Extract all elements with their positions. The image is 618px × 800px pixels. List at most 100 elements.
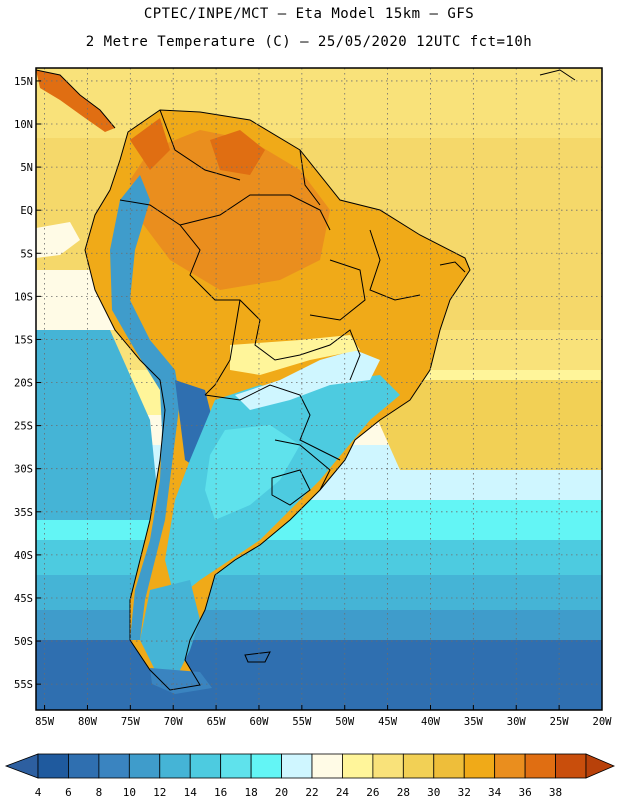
mild-region bbox=[230, 335, 360, 375]
country-borders bbox=[36, 69, 576, 691]
pacific-cool-tongue bbox=[36, 330, 160, 520]
chart-title-line1: CPTEC/INPE/MCT – Eta Model 15km – GFS bbox=[143, 6, 475, 22]
pacific-cool-tongue bbox=[36, 270, 120, 330]
colorbar-swatch bbox=[372, 753, 404, 779]
colorbar-swatch bbox=[433, 753, 465, 779]
longitude-axis: 85W 80W 75W 70W 65W 60W 55W 50W 45W 40W 35W 30W 25W 2… bbox=[35, 705, 612, 728]
lat-tick-label: 20S bbox=[14, 378, 33, 390]
colorbar-label: 22 bbox=[305, 786, 318, 799]
colorbar-label: 38 bbox=[549, 786, 562, 799]
lat-tick-label: 35S bbox=[14, 507, 33, 519]
colorbar-swatch bbox=[128, 753, 161, 779]
colorbar-label: 18 bbox=[244, 786, 257, 799]
ocean-band bbox=[36, 68, 602, 138]
colorbar-label: 8 bbox=[96, 786, 103, 799]
colorbar-swatch bbox=[189, 753, 222, 779]
lon-tick-label: 80W bbox=[78, 716, 98, 728]
colorbar-swatch bbox=[37, 753, 69, 779]
colorbar-swatch bbox=[68, 753, 100, 779]
colorbar-label: 4 bbox=[35, 786, 42, 799]
border-line bbox=[299, 149, 321, 206]
border-line bbox=[159, 109, 241, 181]
colorbar-label: 6 bbox=[65, 786, 72, 799]
colorbar-swatch bbox=[402, 753, 435, 779]
border-line bbox=[274, 439, 331, 491]
border-line bbox=[204, 299, 241, 396]
lon-tick-label: 50W bbox=[335, 716, 355, 728]
lon-tick-label: 25W bbox=[550, 716, 570, 728]
colorbar-label: 10 bbox=[123, 786, 136, 799]
lat-tick-label: 25S bbox=[14, 421, 33, 433]
colorbar-swatch bbox=[555, 753, 587, 779]
colorbar-swatch bbox=[98, 753, 130, 779]
lat-tick-label: 50S bbox=[14, 636, 33, 648]
lat-tick-label: 5N bbox=[20, 162, 33, 174]
lat-tick-label: 5S bbox=[20, 248, 33, 260]
colorbar-swatch bbox=[342, 753, 374, 779]
map-frame bbox=[35, 67, 603, 711]
lon-tick-label: 55W bbox=[292, 716, 312, 728]
lon-tick-label: 65W bbox=[207, 716, 227, 728]
lon-tick-label: 40W bbox=[421, 716, 441, 728]
colorbar-high-arrow bbox=[585, 753, 616, 779]
colorbar-label: 16 bbox=[214, 786, 227, 799]
graticule bbox=[36, 68, 603, 710]
galapagos-cool-spot bbox=[36, 222, 80, 258]
colorbar-swatch bbox=[250, 753, 282, 779]
lat-tick-label: EQ bbox=[20, 205, 33, 217]
border-line bbox=[309, 259, 366, 321]
lon-tick-label: 45W bbox=[378, 716, 398, 728]
mild-region bbox=[235, 350, 380, 410]
colorbar-swatch bbox=[524, 753, 556, 779]
colorbar-label: 24 bbox=[336, 786, 350, 799]
border-line bbox=[36, 69, 116, 129]
border-line bbox=[244, 651, 271, 663]
lat-tick-label: 55S bbox=[14, 679, 33, 691]
central-america bbox=[36, 70, 115, 132]
colorbar-swatch bbox=[159, 753, 191, 779]
colorbar-label: 14 bbox=[184, 786, 198, 799]
colorbar-label: 28 bbox=[397, 786, 410, 799]
ocean-band bbox=[36, 610, 602, 640]
lon-tick-label: 30W bbox=[507, 716, 527, 728]
colorbar-swatch bbox=[220, 753, 252, 779]
hot-region bbox=[130, 130, 330, 290]
lat-tick-label: 15N bbox=[14, 76, 33, 88]
colorbar-label: 26 bbox=[366, 786, 379, 799]
border-line bbox=[271, 469, 311, 506]
lat-tick-label: 10S bbox=[14, 291, 33, 303]
lat-tick-label: 45S bbox=[14, 593, 33, 605]
lon-tick-label: 75W bbox=[121, 716, 141, 728]
colorbar-label: 30 bbox=[427, 786, 440, 799]
colorbar-label: 12 bbox=[153, 786, 166, 799]
border-line bbox=[369, 229, 421, 301]
hot-region bbox=[210, 130, 265, 175]
colorbar-label: 36 bbox=[518, 786, 531, 799]
cool-region bbox=[165, 375, 400, 600]
latitude-axis: 15N 10N 5N EQ 5S 10S 15S 20S 25S 30S 35S 40S 45S 50S 5… bbox=[14, 76, 41, 691]
lon-tick-label: 35W bbox=[464, 716, 484, 728]
colorbar-swatch bbox=[463, 753, 496, 779]
cool-region bbox=[205, 425, 300, 520]
hot-region bbox=[130, 118, 170, 170]
map-field bbox=[36, 68, 602, 710]
lat-tick-label: 10N bbox=[14, 119, 33, 131]
border-line bbox=[119, 199, 361, 381]
lon-tick-label: 20W bbox=[593, 716, 613, 728]
colorbar-low-arrow bbox=[4, 753, 39, 779]
ocean-band bbox=[36, 540, 602, 575]
atlantic-warm-band bbox=[360, 380, 602, 470]
ocean-band bbox=[36, 575, 602, 610]
colorbar-label: 32 bbox=[458, 786, 471, 799]
lon-tick-label: 70W bbox=[164, 716, 184, 728]
lon-tick-label: 60W bbox=[249, 716, 269, 728]
colorbar-swatch bbox=[281, 753, 313, 779]
lat-tick-label: 30S bbox=[14, 464, 33, 476]
colorbar-label: 34 bbox=[488, 786, 502, 799]
colorbar-swatch bbox=[494, 753, 526, 779]
tierra-del-fuego bbox=[150, 668, 212, 694]
lat-tick-label: 15S bbox=[14, 334, 33, 346]
border-line bbox=[539, 69, 576, 81]
lon-tick-label: 85W bbox=[35, 716, 55, 728]
